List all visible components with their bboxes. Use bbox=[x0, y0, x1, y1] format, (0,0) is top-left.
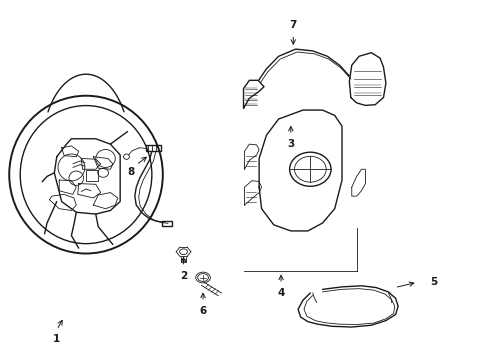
Text: 1: 1 bbox=[53, 334, 61, 344]
Text: 3: 3 bbox=[286, 139, 294, 149]
Text: 4: 4 bbox=[277, 288, 284, 298]
Text: 7: 7 bbox=[289, 20, 296, 30]
Text: 6: 6 bbox=[199, 306, 206, 316]
Text: 5: 5 bbox=[429, 277, 436, 287]
Text: 8: 8 bbox=[127, 167, 135, 177]
Text: 2: 2 bbox=[180, 271, 187, 281]
